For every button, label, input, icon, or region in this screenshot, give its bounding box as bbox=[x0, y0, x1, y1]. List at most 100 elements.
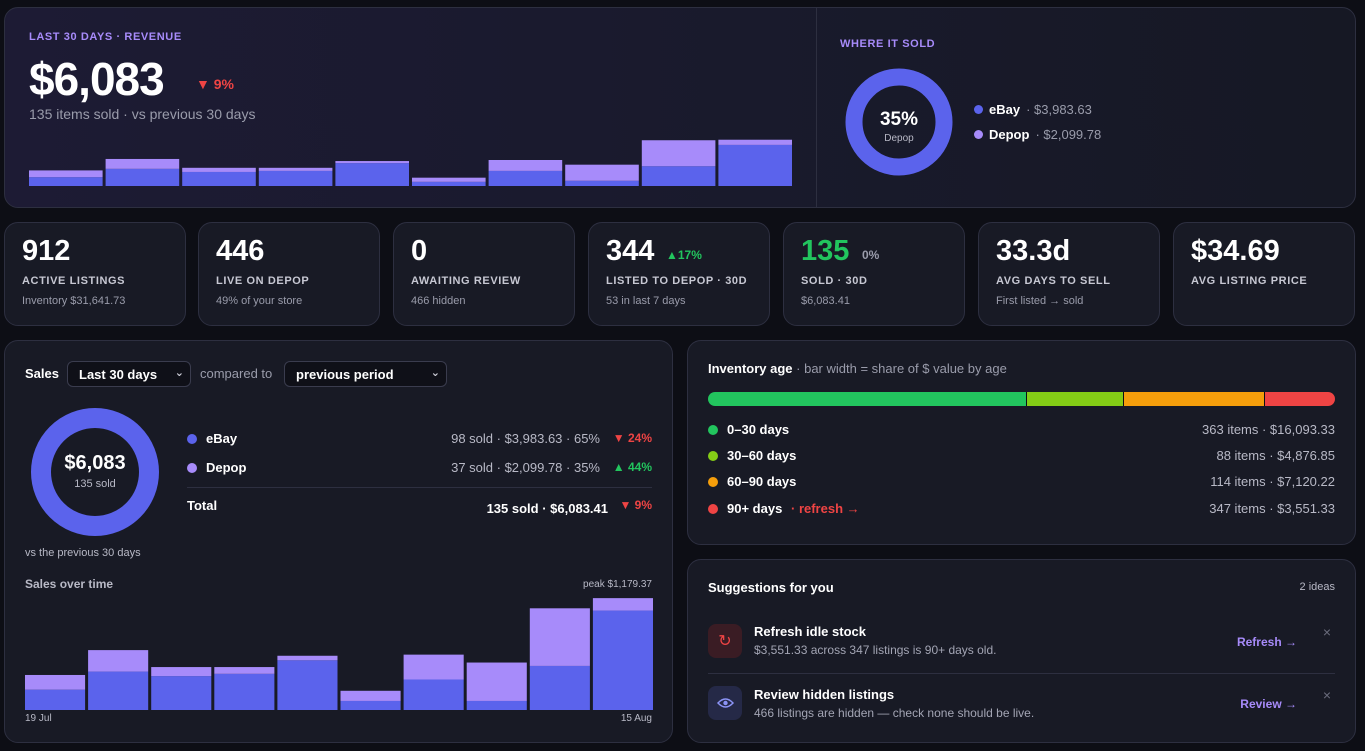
bar-depop-segment bbox=[151, 667, 212, 677]
revenue-hero-card: LAST 30 DAYS · REVENUE $6,083 ▼ 9% 135 i… bbox=[4, 7, 1356, 208]
stat-sub: 49% of your store bbox=[216, 295, 303, 307]
suggestion-desc: $3,551.33 across 347 listings is 90+ day… bbox=[754, 643, 997, 657]
review-action-button[interactable]: Review → bbox=[1240, 697, 1297, 711]
bar-ebay-segment bbox=[529, 665, 590, 710]
inventory-row-name: 60–90 days bbox=[727, 474, 797, 489]
sales-row-change: ▼ 24% bbox=[612, 431, 652, 445]
stat-label: AVG DAYS TO SELL bbox=[996, 275, 1111, 287]
refresh-link[interactable]: · refresh → bbox=[791, 501, 860, 516]
bar-depop-segment bbox=[105, 158, 180, 169]
stat-sold-30d[interactable]: 135 0% SOLD · 30D $6,083.41 bbox=[783, 222, 965, 326]
refresh-action-button[interactable]: Refresh → bbox=[1236, 635, 1297, 649]
chevron-down-icon: ⌄ bbox=[430, 367, 440, 379]
compared-to-label: compared to bbox=[200, 366, 273, 381]
stat-label: SOLD · 30D bbox=[801, 275, 868, 287]
bar-ebay-segment bbox=[335, 163, 409, 186]
chevron-down-icon: ⌄ bbox=[174, 367, 184, 379]
sales-title: Sales bbox=[25, 366, 59, 381]
bar-ebay-segment bbox=[182, 171, 256, 186]
bar-depop-segment bbox=[403, 654, 464, 680]
eye-icon bbox=[708, 686, 742, 720]
bar-ebay-segment bbox=[29, 177, 103, 186]
legend-ebay-value: · $3,983.63 bbox=[1026, 102, 1092, 117]
bar-ebay-segment bbox=[258, 170, 333, 186]
stat-avg-days-to-sell[interactable]: 33.3d AVG DAYS TO SELL First listed → so… bbox=[978, 222, 1160, 326]
stat-awaiting-review[interactable]: 0 AWAITING REVIEW 466 hidden bbox=[393, 222, 575, 326]
donut-ebay-ring bbox=[845, 68, 953, 176]
stat-avg-listing-price[interactable]: $34.69 AVG LISTING PRICE bbox=[1173, 222, 1355, 326]
donut-center-sub: 135 sold bbox=[74, 478, 116, 490]
donut-center-amount: $6,083 bbox=[64, 452, 125, 474]
stat-sub: First listed → sold bbox=[996, 295, 1084, 307]
hero-divider bbox=[816, 8, 817, 207]
bar-depop-segment bbox=[258, 167, 333, 171]
suggestions-card: Suggestions for you 2 ideas ↻ Refresh id… bbox=[687, 559, 1356, 743]
inventory-bar-segment bbox=[1026, 392, 1123, 406]
stat-value: 446 bbox=[216, 235, 265, 267]
bar-depop-segment bbox=[340, 690, 401, 701]
stat-value: 344 bbox=[606, 235, 655, 267]
stat-active-listings[interactable]: 912 ACTIVE LISTINGS Inventory $31,641.73 bbox=[4, 222, 186, 326]
inventory-row-value: 114 items · $7,120.22 bbox=[1210, 474, 1335, 489]
bar-ebay-segment bbox=[466, 700, 527, 710]
age-dot-lime bbox=[708, 451, 718, 461]
legend-depop-value: · $2,099.78 bbox=[1035, 127, 1102, 142]
total-divider bbox=[187, 487, 652, 488]
sales-donut: $6,083 135 sold bbox=[31, 408, 159, 536]
stat-label: LIVE ON DEPOP bbox=[216, 275, 310, 287]
bar-ebay-segment bbox=[105, 168, 180, 186]
sales-over-time-title: Sales over time bbox=[25, 577, 114, 591]
bar-depop-segment bbox=[88, 650, 149, 672]
suggestion-desc: 466 listings are hidden — check none sho… bbox=[754, 706, 1035, 720]
stat-value: $34.69 bbox=[1191, 235, 1280, 267]
suggestion-title: Refresh idle stock bbox=[754, 624, 866, 639]
revenue-amount: $6,083 bbox=[29, 53, 165, 105]
bar-depop-segment bbox=[488, 160, 563, 171]
donut-center-label: Depop bbox=[884, 133, 914, 144]
stat-value: 0 bbox=[411, 235, 428, 267]
donut-ebay-ring bbox=[31, 408, 159, 536]
bar-ebay-segment bbox=[412, 181, 486, 186]
inventory-row-name: 90+ days bbox=[727, 501, 783, 516]
stat-label: AWAITING REVIEW bbox=[411, 275, 521, 287]
inventory-row-value: 347 items · $3,551.33 bbox=[1209, 501, 1335, 516]
where-sold-donut: 35% Depop bbox=[845, 68, 953, 176]
depop-dot bbox=[974, 130, 983, 139]
sales-row-change: ▲ 44% bbox=[612, 460, 652, 474]
age-dot-red bbox=[708, 504, 718, 514]
close-icon[interactable]: × bbox=[1322, 687, 1331, 703]
bar-depop-segment bbox=[412, 177, 486, 182]
vs-note: vs the previous 30 days bbox=[25, 547, 141, 559]
donut-center-pct: 35% bbox=[880, 109, 918, 130]
bar-ebay-segment bbox=[565, 180, 639, 186]
inventory-row-value: 88 items · $4,876.85 bbox=[1216, 448, 1335, 463]
suggestion-divider bbox=[708, 673, 1335, 674]
bar-depop-segment bbox=[718, 139, 792, 145]
inventory-age-card: Inventory age · bar width = share of $ v… bbox=[687, 340, 1356, 545]
sales-over-time-chart bbox=[25, 598, 653, 710]
bar-ebay-segment bbox=[718, 144, 792, 186]
bar-ebay-segment bbox=[277, 660, 338, 710]
ebay-dot bbox=[974, 105, 983, 114]
inventory-header: Inventory age · bar width = share of $ v… bbox=[708, 361, 1007, 376]
stat-label: AVG LISTING PRICE bbox=[1191, 275, 1308, 287]
period-select[interactable]: Last 30 days ⌄ bbox=[67, 361, 191, 387]
revenue-subtitle: 135 items sold · vs previous 30 days bbox=[29, 106, 256, 122]
bar-depop-segment bbox=[25, 674, 86, 690]
where-sold-eyebrow: WHERE IT SOLD bbox=[840, 38, 936, 50]
total-change: ▼ 9% bbox=[619, 498, 652, 512]
comparison-select[interactable]: previous period ⌄ bbox=[284, 361, 447, 387]
stat-sub: Inventory $31,641.73 bbox=[22, 295, 126, 307]
stat-value: 135 bbox=[801, 235, 850, 267]
inventory-row-value: 363 items · $16,093.33 bbox=[1202, 422, 1335, 437]
stat-live-on-depop[interactable]: 446 LIVE ON DEPOP 49% of your store bbox=[198, 222, 380, 326]
x-axis-start-label: 19 Jul bbox=[25, 713, 52, 724]
revenue-change-badge: ▼ 9% bbox=[196, 76, 234, 92]
comparison-select-value: previous period bbox=[296, 367, 394, 382]
stat-listed-to-depop[interactable]: 344 ▲17% LISTED TO DEPOP · 30D 53 in las… bbox=[588, 222, 770, 326]
total-detail: 135 sold · $6,083.41 bbox=[486, 501, 608, 516]
revenue-eyebrow: LAST 30 DAYS · REVENUE bbox=[29, 31, 182, 43]
close-icon[interactable]: × bbox=[1322, 624, 1331, 640]
stat-change-badge: 0% bbox=[862, 248, 880, 262]
inventory-row-name: 0–30 days bbox=[727, 422, 790, 437]
